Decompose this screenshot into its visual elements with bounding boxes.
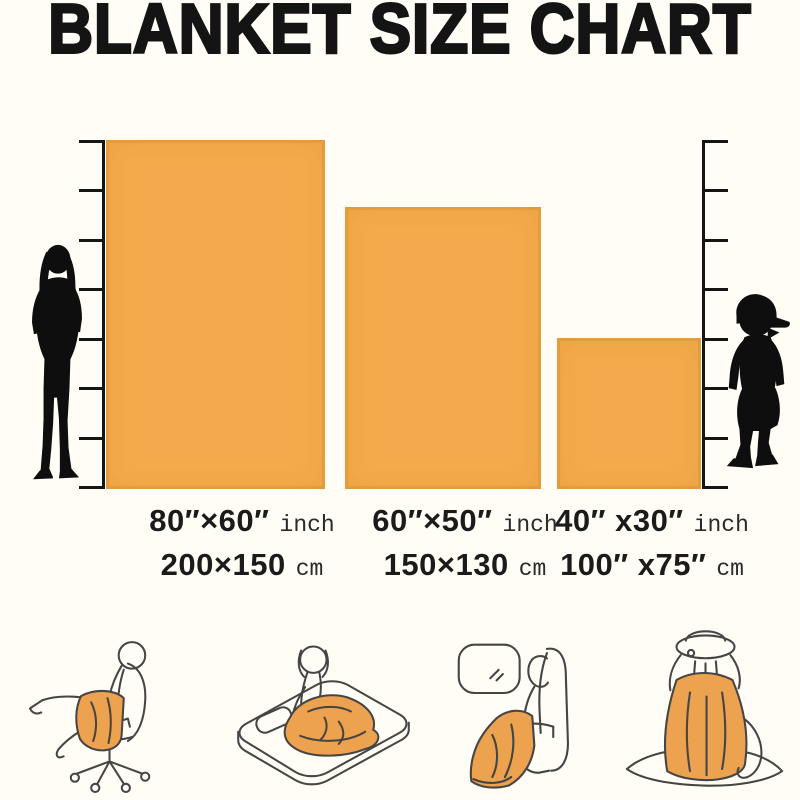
ruler-tick — [705, 437, 728, 440]
left-height-ruler — [79, 140, 105, 489]
ruler-tick — [79, 239, 102, 242]
size-cm-unit: cm — [295, 556, 324, 582]
ruler-tick — [79, 486, 102, 489]
size-cm-unit: cm — [518, 556, 547, 582]
ruler-tick — [705, 338, 728, 341]
size-inch-unit: inch — [279, 512, 335, 538]
size-inch-value: 40″ x30″ — [555, 503, 684, 538]
page-title: BLANKET SIZE CHART — [47, 0, 752, 70]
size-label-40x30: 40″ x30″ inch 100″ x75″ cm — [555, 503, 749, 591]
size-inch-value: 80″×60″ — [149, 503, 270, 538]
size-label-inch-row: 80″×60″ inch — [122, 503, 362, 547]
size-cm-value: 200×150 — [160, 547, 286, 582]
size-label-inch-row: 60″×50″ inch — [352, 503, 578, 547]
size-cm-value: 100″ x75″ — [560, 547, 707, 582]
size-inch-unit: inch — [693, 512, 749, 538]
outdoor-wrap-scene-illustration — [625, 630, 784, 787]
blanket-drawing — [469, 709, 536, 789]
right-height-ruler — [702, 140, 728, 489]
ruler-tick — [79, 288, 102, 291]
size-inch-unit: inch — [502, 512, 558, 538]
size-cm-unit: cm — [716, 556, 744, 582]
size-label-cm-row: 200×150 cm — [122, 547, 362, 591]
blanket-rect-60x50 — [345, 207, 541, 489]
ruler-tick — [79, 387, 102, 390]
ruler-tick — [705, 486, 728, 489]
size-label-inch-row: 40″ x30″ inch — [555, 503, 749, 547]
blanket-drawing — [283, 694, 380, 757]
blanket-drawing — [75, 690, 125, 752]
size-label-60x50: 60″×50″ inch 150×130 cm — [352, 503, 578, 591]
size-label-cm-row: 100″ x75″ cm — [556, 547, 748, 591]
ruler-tick — [705, 239, 728, 242]
blanket-rect-80x60 — [106, 140, 325, 489]
size-label-cm-row: 150×130 cm — [352, 547, 578, 591]
ruler-tick — [79, 437, 102, 440]
office-chair-scene-illustration — [28, 641, 151, 793]
ruler-tick — [705, 288, 728, 291]
ruler-tick — [79, 338, 102, 341]
ruler-tick — [705, 387, 728, 390]
ruler-tick — [705, 189, 728, 192]
window-seat-scene-illustration — [457, 643, 569, 789]
size-label-80x60: 80″×60″ inch 200×150 cm — [122, 503, 362, 591]
ruler-tick — [79, 140, 102, 143]
child-silhouette-icon — [726, 294, 790, 469]
blanket-rect-40x30 — [557, 338, 701, 489]
ruler-tick — [79, 189, 102, 192]
size-cm-value: 150×130 — [383, 547, 509, 582]
size-inch-value: 60″×50″ — [372, 503, 493, 538]
mattress-scene-illustration — [237, 645, 410, 786]
ruler-tick — [705, 140, 728, 143]
adult-woman-silhouette-icon — [32, 244, 82, 480]
